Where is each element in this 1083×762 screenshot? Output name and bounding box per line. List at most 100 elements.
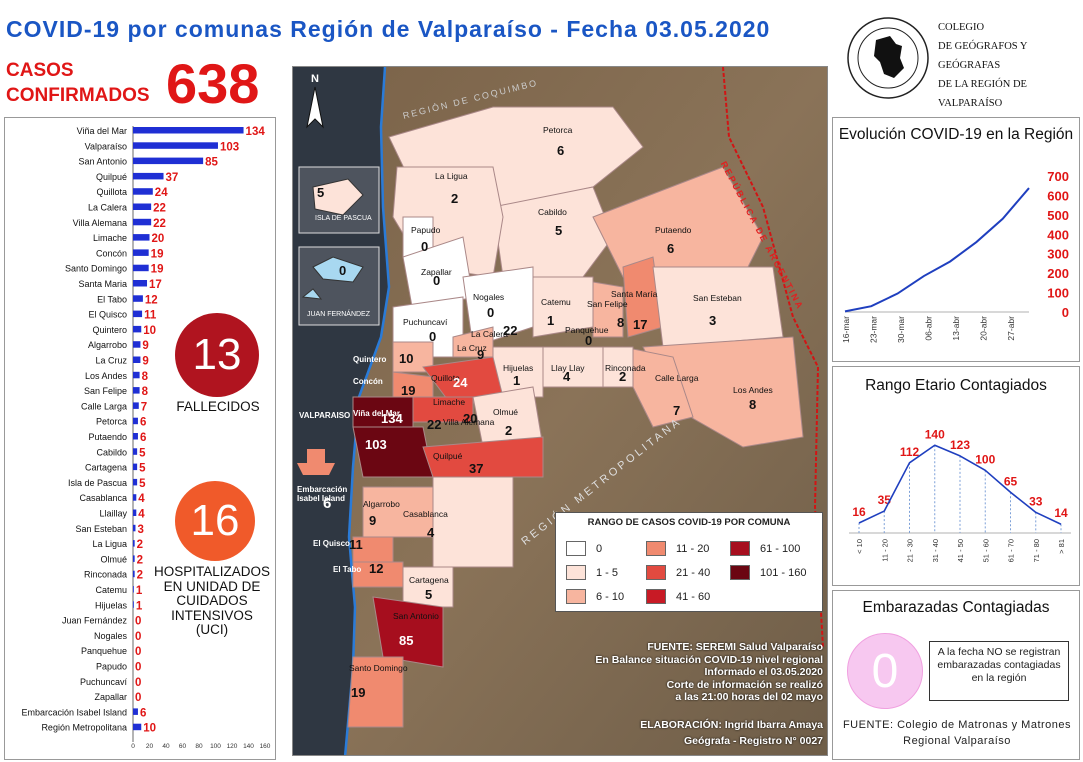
map-comuna-value: 37: [469, 461, 484, 476]
map-comuna-name: La Ligua: [435, 171, 468, 181]
age-value-label: 112: [900, 445, 920, 459]
bar-category-label: Cabildo: [96, 447, 127, 457]
evo-x-tick: 06-abr: [923, 316, 933, 341]
bar: [133, 264, 149, 272]
bar-category-label: San Felipe: [84, 386, 127, 396]
map-comuna-name: Limache: [433, 397, 466, 407]
map-comuna-value: 0: [433, 273, 441, 288]
bar-value-label: 11: [144, 310, 157, 322]
bar-value-label: 8: [142, 371, 149, 383]
map-comuna-value: 20: [463, 411, 478, 426]
map-comuna-name: Puchuncaví: [403, 317, 448, 327]
comunas-bar-chart-panel: Viña del Mar 134 Valparaíso 103 San Antonio 8…: [4, 117, 276, 760]
map-comuna-name: Quilpué: [433, 451, 463, 461]
bar-category-label: Casablanca: [79, 493, 127, 503]
comuna-casablanca: [432, 476, 514, 568]
legend-swatch: [646, 541, 666, 556]
bar: [133, 463, 138, 471]
age-x-tick: 51 - 60: [981, 539, 990, 562]
map-comuna-value: 1: [547, 313, 555, 328]
legend-label: 101 - 160: [760, 566, 807, 579]
legend-item: 11 - 20: [646, 541, 709, 556]
bar-category-label: Villa Alemana: [73, 218, 127, 228]
bar-category-label: La Cruz: [95, 356, 127, 366]
bar-value-label: 17: [149, 279, 162, 291]
evo-x-tick: 16-mar: [841, 316, 851, 343]
bar-category-label: Región Metropolitana: [41, 723, 127, 733]
map-comuna-name: La Cruz: [457, 343, 487, 353]
map-comuna-value: 0: [585, 333, 593, 348]
embarazadas-title: Embarazadas Contagiadas: [862, 599, 1050, 616]
legend-swatch: [646, 589, 666, 604]
map-comuna-value: 0: [429, 329, 437, 344]
map-comuna-name: Zapallar: [421, 267, 452, 277]
colegio-logo-icon: [847, 17, 929, 99]
map-comuna-name: Concón: [353, 377, 383, 386]
map-comuna-value: 2: [451, 191, 459, 206]
bar: [133, 218, 152, 226]
bar-value-label: 6: [140, 432, 146, 444]
map-comuna-value: 85: [399, 633, 414, 648]
bar: [133, 356, 141, 363]
map-comuna-name: Casablanca: [403, 509, 448, 519]
map-comuna-name: Llay Llay: [551, 363, 585, 373]
bar-category-label: Hijuelas: [95, 600, 128, 610]
bar-value-label: 2: [137, 554, 143, 566]
bar-value-label: 19: [151, 264, 164, 276]
north-arrow-icon: [306, 86, 324, 129]
evo-y-tick: 400: [1047, 227, 1069, 242]
map-comuna-value: 19: [401, 383, 416, 398]
bar: [133, 142, 218, 149]
age-value-label: 65: [1004, 474, 1018, 488]
legend-item: 1 - 5: [566, 565, 618, 580]
age-x-tick: 11 - 20: [880, 539, 889, 562]
bar-value-label: 9: [142, 356, 148, 368]
bar-x-tick: 120: [227, 743, 238, 750]
bar: [133, 509, 137, 516]
age-value-label: 123: [950, 438, 970, 452]
legend-label: 6 - 10: [596, 590, 625, 603]
bar-category-label: San Antonio: [78, 157, 127, 167]
bar-value-label: 1: [136, 585, 143, 597]
map-comuna-value: 19: [351, 685, 366, 700]
evo-x-tick: 23-mar: [868, 316, 878, 343]
map-comuna-value: 24: [453, 375, 468, 390]
bar: [133, 494, 137, 501]
evo-y-tick: 700: [1047, 169, 1069, 184]
map-comuna-value: 6: [323, 495, 332, 512]
legend-label: 1 - 5: [596, 566, 619, 579]
legend-title: RANGO DE CASOS COVID-19 POR COMUNA: [587, 517, 791, 528]
map-comuna-name: Petorca: [543, 125, 573, 135]
comuna-santo-domingo: [347, 656, 404, 728]
map-comuna-name: Calle Larga: [655, 373, 699, 383]
bar: [133, 325, 142, 333]
evo-y-tick: 100: [1047, 286, 1069, 301]
bar-category-label: Putaendo: [88, 432, 127, 442]
bar-x-tick: 80: [195, 743, 203, 750]
bar-value-label: 12: [145, 294, 158, 306]
bar-value-label: 2: [137, 539, 143, 551]
bar: [133, 433, 138, 440]
uci-circle: 16: [175, 481, 255, 561]
evo-x-tick: 20-abr: [978, 316, 988, 341]
bar: [133, 601, 134, 608]
bar-value-label: 2: [137, 570, 143, 582]
legend-item: 41 - 60: [646, 589, 710, 604]
bar: [133, 524, 136, 532]
comuna-cartagena: [402, 566, 454, 608]
map-comuna-name: Quintero: [353, 355, 387, 364]
bar: [133, 417, 138, 425]
bar-value-label: 6: [140, 707, 146, 719]
map-comuna-name: Papudo: [411, 225, 441, 235]
bar-category-label: Isla de Pascua: [68, 478, 127, 488]
age-x-tick: 21 - 30: [906, 539, 915, 562]
bar-category-label: Juan Fernández: [62, 616, 128, 626]
bar-category-label: Panquehue: [81, 646, 127, 656]
legend-swatch: [730, 541, 750, 556]
map-comuna-value: 6: [557, 143, 565, 158]
bar-value-label: 3: [137, 524, 143, 536]
bar-value-label: 7: [141, 401, 147, 413]
bar-value-label: 0: [135, 677, 141, 689]
map-comuna-name: Viña del Mar: [353, 409, 400, 418]
